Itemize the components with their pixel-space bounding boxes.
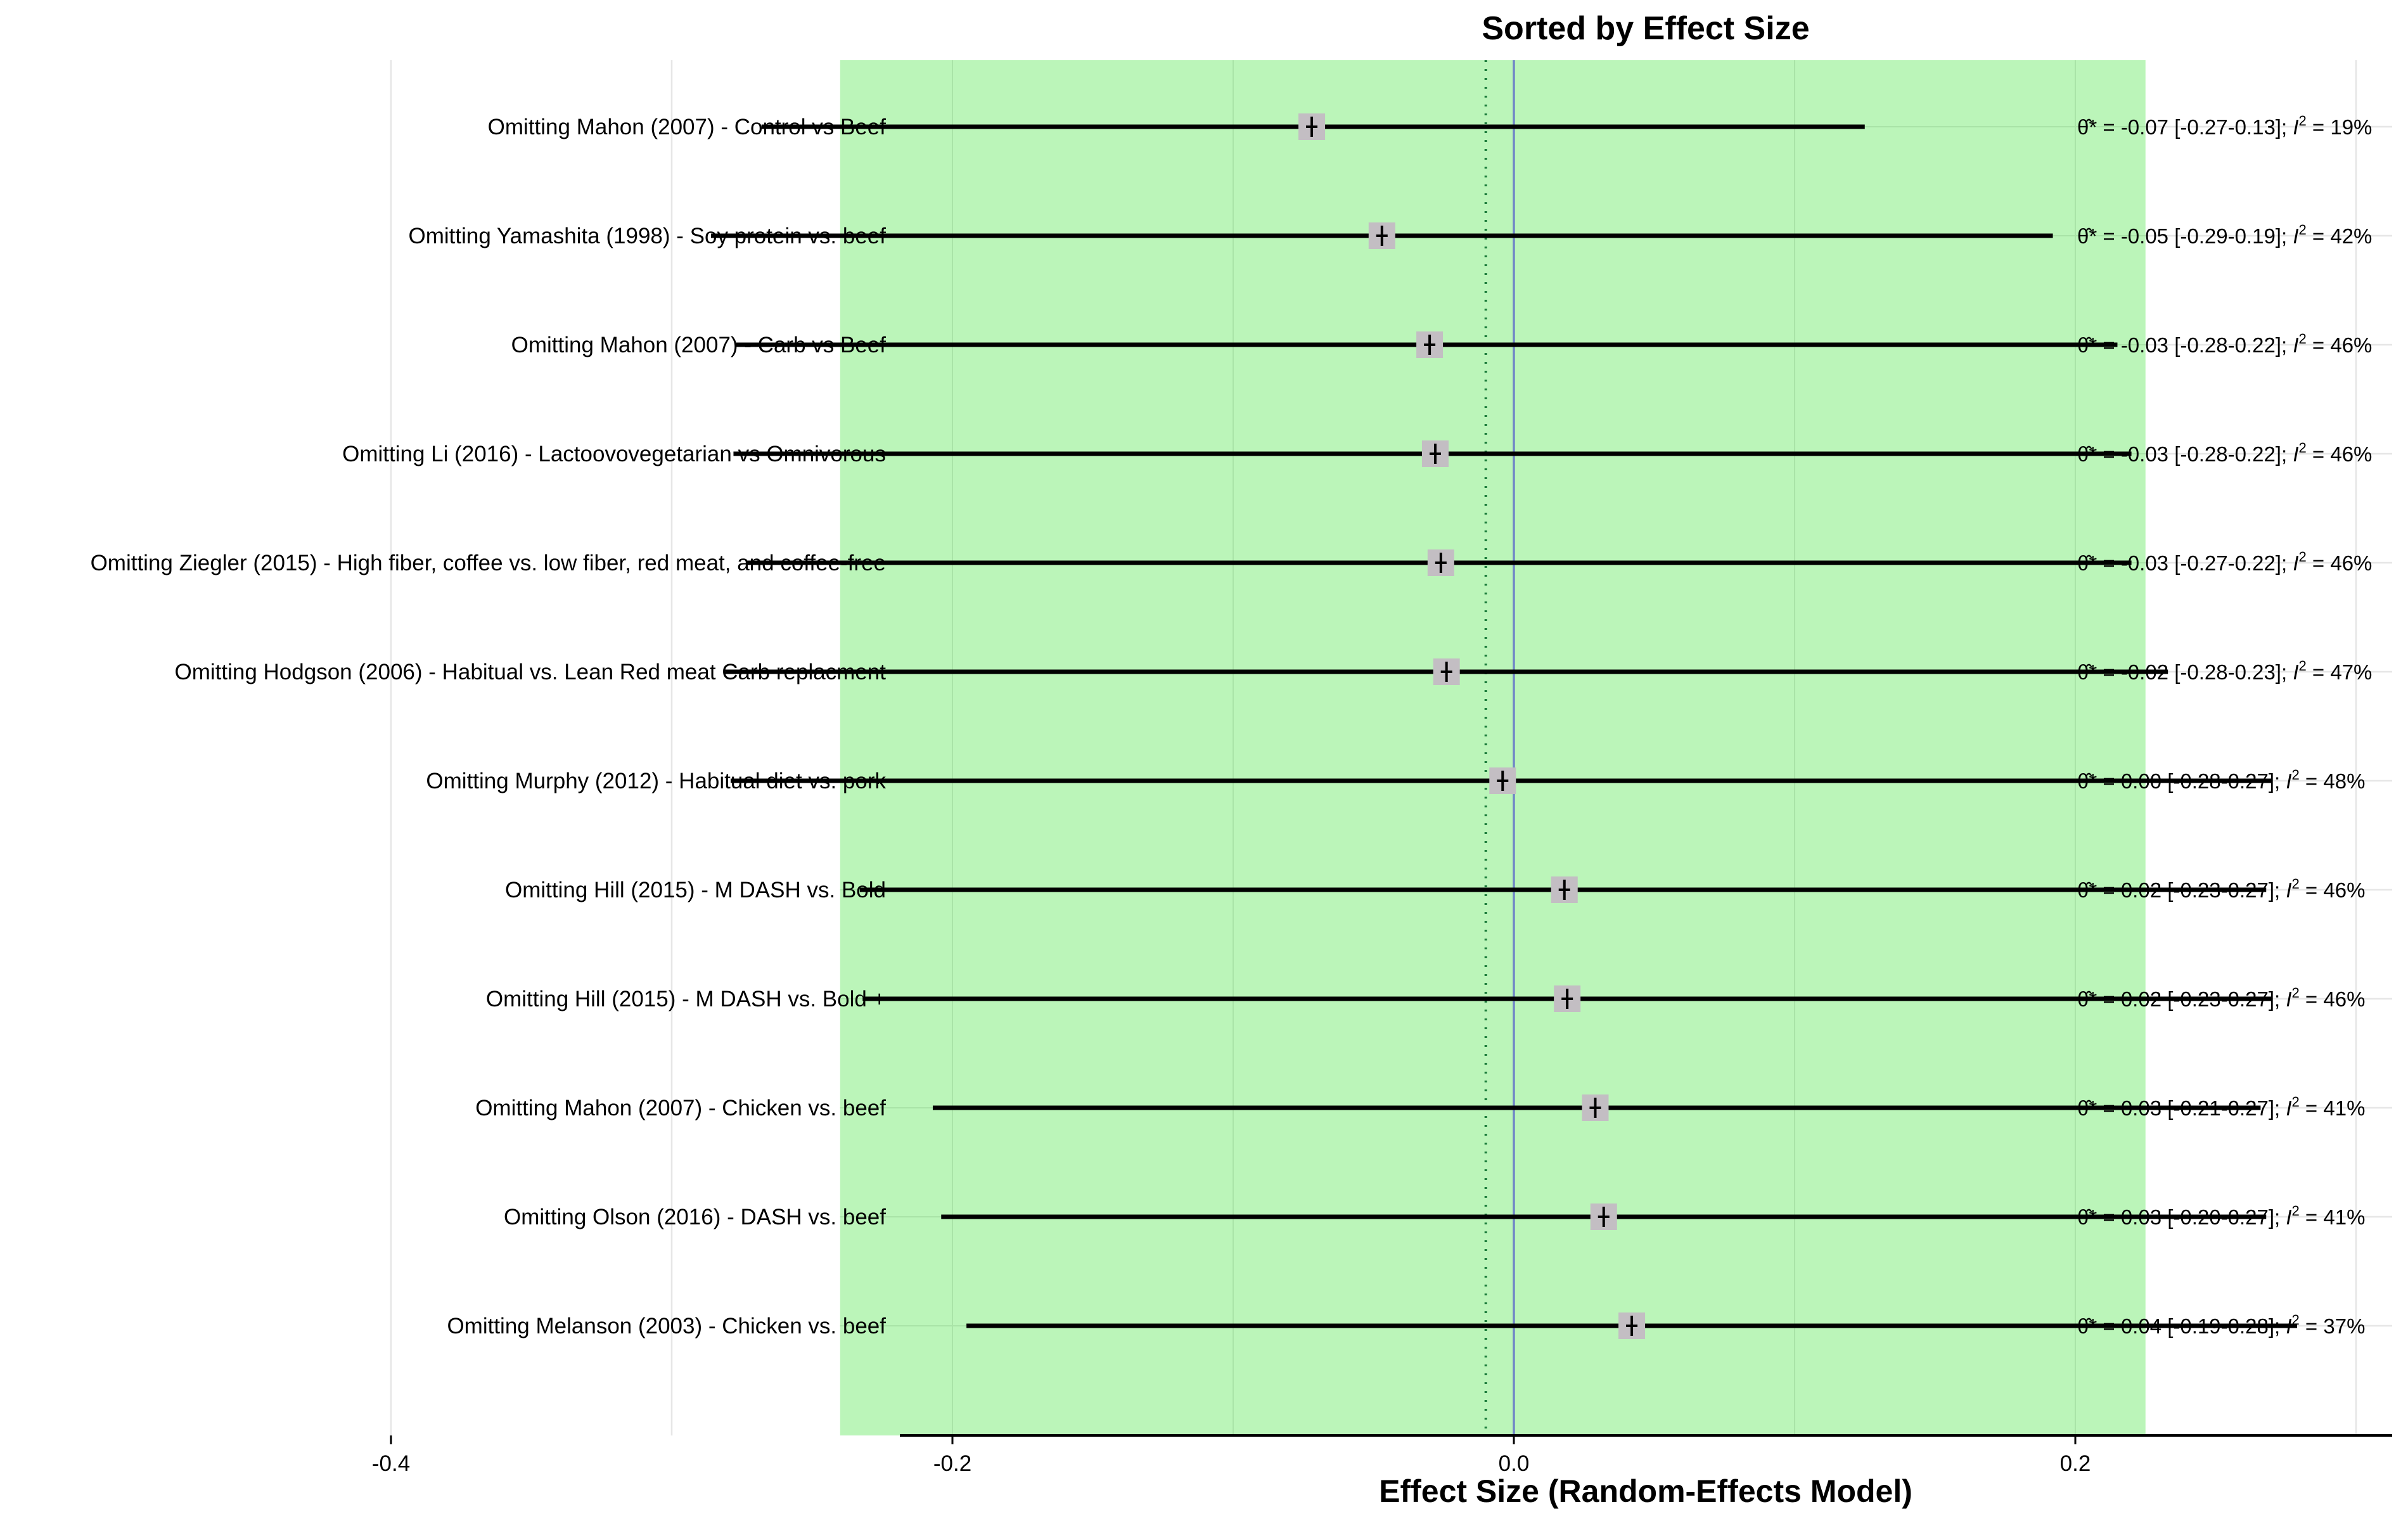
annotation-estimate: = 0.03 [-0.21-0.27]; <box>2103 1096 2286 1120</box>
annotation-estimate: = -0.02 [-0.28-0.23]; <box>2103 660 2293 684</box>
i2-value: = 46% <box>2307 333 2373 357</box>
annotation-estimate: = -0.03 [-0.28-0.22]; <box>2103 333 2293 357</box>
study-annotation: θ̂* = 0.00 [-0.28-0.27]; I2 = 48% <box>2077 767 2365 793</box>
study-annotation: θ̂* = -0.05 [-0.29-0.19]; I2 = 42% <box>2077 222 2372 248</box>
x-tick-label: -0.4 <box>372 1451 410 1476</box>
i2-value: = 46% <box>2300 878 2366 902</box>
i2-value: = 37% <box>2300 1314 2366 1338</box>
annotation-estimate: = 0.02 [-0.23-0.27]; <box>2103 987 2286 1011</box>
study-label: Omitting Murphy (2012) - Habitual diet v… <box>426 769 886 793</box>
x-tick-label: 0.0 <box>1499 1451 1530 1476</box>
study-annotation: θ̂* = -0.02 [-0.28-0.23]; I2 = 47% <box>2077 658 2372 684</box>
i2-superscript: 2 <box>2292 767 2300 783</box>
study-label: Omitting Mahon (2007) - Chicken vs. beef <box>475 1096 886 1120</box>
i2-symbol: I <box>2286 1205 2291 1229</box>
study-label: Omitting Hill (2015) - M DASH vs. Bold <box>505 878 886 902</box>
i2-superscript: 2 <box>2292 1312 2300 1328</box>
annotation-estimate: = 0.00 [-0.28-0.27]; <box>2103 769 2286 793</box>
i2-symbol: I <box>2286 769 2291 793</box>
i2-symbol: I <box>2293 551 2298 575</box>
i2-superscript: 2 <box>2298 331 2306 347</box>
i2-value: = 41% <box>2300 1205 2366 1229</box>
annotation-estimate: = -0.07 [-0.27-0.13]; <box>2103 115 2293 139</box>
i2-symbol: I <box>2286 1096 2291 1120</box>
study-label: Omitting Ziegler (2015) - High fiber, co… <box>91 551 886 575</box>
annotation-estimate: = -0.03 [-0.27-0.22]; <box>2103 551 2293 575</box>
study-annotation: θ̂* = 0.03 [-0.20-0.27]; I2 = 41% <box>2077 1203 2365 1229</box>
study-label: Omitting Hodgson (2006) - Habitual vs. L… <box>175 660 887 684</box>
i2-superscript: 2 <box>2298 658 2306 674</box>
study-label: Omitting Melanson (2003) - Chicken vs. b… <box>447 1314 886 1338</box>
study-annotations: θ̂* = -0.07 [-0.27-0.13]; I2 = 19%θ̂* = … <box>2077 113 2372 1338</box>
i2-superscript: 2 <box>2292 1094 2300 1110</box>
i2-superscript: 2 <box>2298 549 2306 565</box>
annotation-estimate: = 0.02 [-0.23-0.27]; <box>2103 878 2286 902</box>
study-annotation: θ̂* = -0.07 [-0.27-0.13]; I2 = 19% <box>2077 113 2372 139</box>
theta-symbol: θ̂* <box>2077 115 2103 139</box>
i2-value: = 46% <box>2307 551 2373 575</box>
i2-value: = 46% <box>2300 987 2366 1011</box>
study-annotation: θ̂* = -0.03 [-0.27-0.22]; I2 = 46% <box>2077 549 2372 575</box>
theta-symbol: θ̂* <box>2077 333 2103 357</box>
i2-symbol: I <box>2293 224 2298 248</box>
study-label: Omitting Yamashita (1998) - Soy protein … <box>408 224 886 248</box>
i2-superscript: 2 <box>2298 222 2306 238</box>
study-annotation: θ̂* = 0.02 [-0.23-0.27]; I2 = 46% <box>2077 985 2365 1011</box>
x-tick-label: -0.2 <box>933 1451 971 1476</box>
study-annotation: θ̂* = 0.03 [-0.21-0.27]; I2 = 41% <box>2077 1094 2365 1120</box>
theta-symbol: θ̂* <box>2077 442 2103 466</box>
annotation-estimate: = 0.03 [-0.20-0.27]; <box>2103 1205 2286 1229</box>
theta-symbol: θ̂* <box>2077 224 2103 248</box>
i2-value: = 48% <box>2300 769 2366 793</box>
i2-symbol: I <box>2286 878 2291 902</box>
study-label: Omitting Li (2016) - Lactoovovegetarian … <box>342 442 886 466</box>
i2-symbol: I <box>2293 333 2298 357</box>
chart-title: Sorted by Effect Size <box>1482 10 1809 47</box>
study-label: Omitting Hill (2015) - M DASH vs. Bold + <box>486 987 886 1011</box>
theta-symbol: θ̂* <box>2077 769 2103 793</box>
annotation-estimate: = -0.03 [-0.28-0.22]; <box>2103 442 2293 466</box>
theta-symbol: θ̂* <box>2077 1096 2103 1120</box>
theta-symbol: θ̂* <box>2077 878 2103 902</box>
study-annotation: θ̂* = -0.03 [-0.28-0.22]; I2 = 46% <box>2077 331 2372 357</box>
i2-symbol: I <box>2293 660 2298 684</box>
theta-symbol: θ̂* <box>2077 1205 2103 1229</box>
theta-symbol: θ̂* <box>2077 551 2103 575</box>
study-label: Omitting Olson (2016) - DASH vs. beef <box>504 1205 886 1229</box>
i2-value: = 41% <box>2300 1096 2366 1120</box>
study-label: Omitting Mahon (2007) - Carb vs Beef <box>511 333 887 357</box>
i2-symbol: I <box>2286 987 2291 1011</box>
i2-symbol: I <box>2293 442 2298 466</box>
i2-superscript: 2 <box>2298 113 2306 129</box>
annotation-estimate: = -0.05 [-0.29-0.19]; <box>2103 224 2293 248</box>
i2-symbol: I <box>2286 1314 2291 1338</box>
i2-superscript: 2 <box>2298 440 2306 456</box>
i2-value: = 19% <box>2307 115 2373 139</box>
i2-value: = 42% <box>2307 224 2373 248</box>
study-annotation: θ̂* = -0.03 [-0.28-0.22]; I2 = 46% <box>2077 440 2372 466</box>
i2-superscript: 2 <box>2292 876 2300 892</box>
i2-symbol: I <box>2293 115 2298 139</box>
x-tick-label: 0.2 <box>2060 1451 2091 1476</box>
i2-superscript: 2 <box>2292 1203 2300 1219</box>
theta-symbol: θ̂* <box>2077 987 2103 1011</box>
study-label: Omitting Mahon (2007) - Control vs Beef <box>488 115 887 139</box>
annotation-estimate: = 0.04 [-0.19-0.28]; <box>2103 1314 2286 1338</box>
study-marks <box>711 113 2297 1339</box>
study-annotation: θ̂* = 0.04 [-0.19-0.28]; I2 = 37% <box>2077 1312 2365 1338</box>
i2-value: = 47% <box>2307 660 2373 684</box>
theta-symbol: θ̂* <box>2077 1314 2103 1338</box>
study-annotation: θ̂* = 0.02 [-0.23-0.27]; I2 = 46% <box>2077 876 2365 902</box>
theta-symbol: θ̂* <box>2077 660 2103 684</box>
confidence-band <box>840 60 2146 1435</box>
x-axis-ticks: -0.4-0.20.00.20.40.6 <box>372 1435 2091 1476</box>
study-labels: Omitting Mahon (2007) - Control vs Beef O… <box>91 115 887 1338</box>
i2-value: = 46% <box>2307 442 2373 466</box>
i2-superscript: 2 <box>2292 985 2300 1001</box>
x-axis-title: Effect Size (Random-Effects Model) <box>1379 1473 1912 1509</box>
